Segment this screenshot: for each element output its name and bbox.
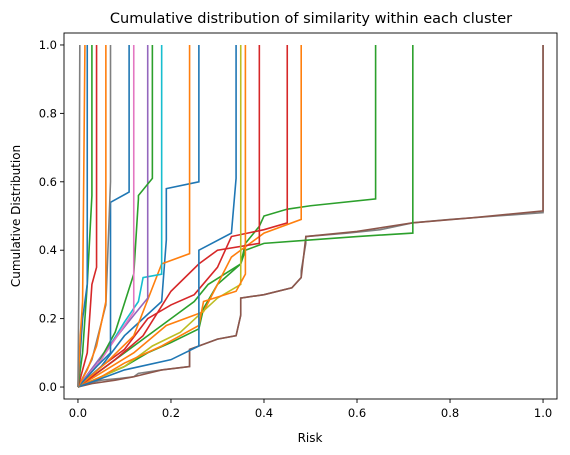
y-tick-label: 0.8: [39, 106, 57, 120]
cdf-series-line-4: [77, 44, 377, 388]
cdf-series-line-23: [77, 44, 86, 388]
y-tick-label: 1.0: [39, 38, 57, 52]
y-axis-ticks: 0.0 0.2 0.4 0.6 0.8 1.0: [39, 38, 64, 394]
y-tick-label: 0.0: [39, 380, 57, 394]
x-tick-label: 1.0: [534, 406, 552, 420]
x-tick-label: 0.6: [348, 406, 366, 420]
cdf-series-line-16: [77, 44, 135, 388]
x-axis-label: Risk: [298, 431, 323, 445]
series-group: [77, 44, 544, 388]
cdf-series-line-12: [77, 44, 191, 388]
x-tick-label: 0.8: [441, 406, 459, 420]
cdf-series-line-14: [77, 44, 149, 388]
chart-title: Cumulative distribution of similarity wi…: [110, 11, 512, 27]
cdf-series-line-6: [77, 44, 302, 388]
x-tick-label: 0.2: [162, 406, 180, 420]
cdf-series-line-24: [77, 44, 81, 388]
y-tick-label: 0.2: [39, 312, 57, 326]
cdf-series-line-11: [77, 44, 200, 388]
x-tick-label: 0.0: [69, 406, 87, 420]
cdf-series-line-5: [77, 44, 289, 388]
y-axis-label: Cumulative Distribution: [9, 145, 23, 287]
cdf-series-line-2: [77, 44, 544, 388]
cdf-series-line-8: [77, 44, 242, 388]
cdf-series-line-20: [77, 44, 98, 388]
cdf-series-line-19: [77, 44, 107, 388]
y-tick-label: 0.4: [39, 243, 57, 257]
y-tick-label: 0.6: [39, 175, 57, 189]
cdf-series-line-17: [77, 44, 130, 388]
cdf-series-line-10: [77, 44, 237, 388]
plot-frame: [63, 32, 558, 400]
x-tick-label: 0.4: [255, 406, 273, 420]
x-axis-ticks: 0.0 0.2 0.4 0.6 0.8 1.0: [69, 399, 552, 420]
